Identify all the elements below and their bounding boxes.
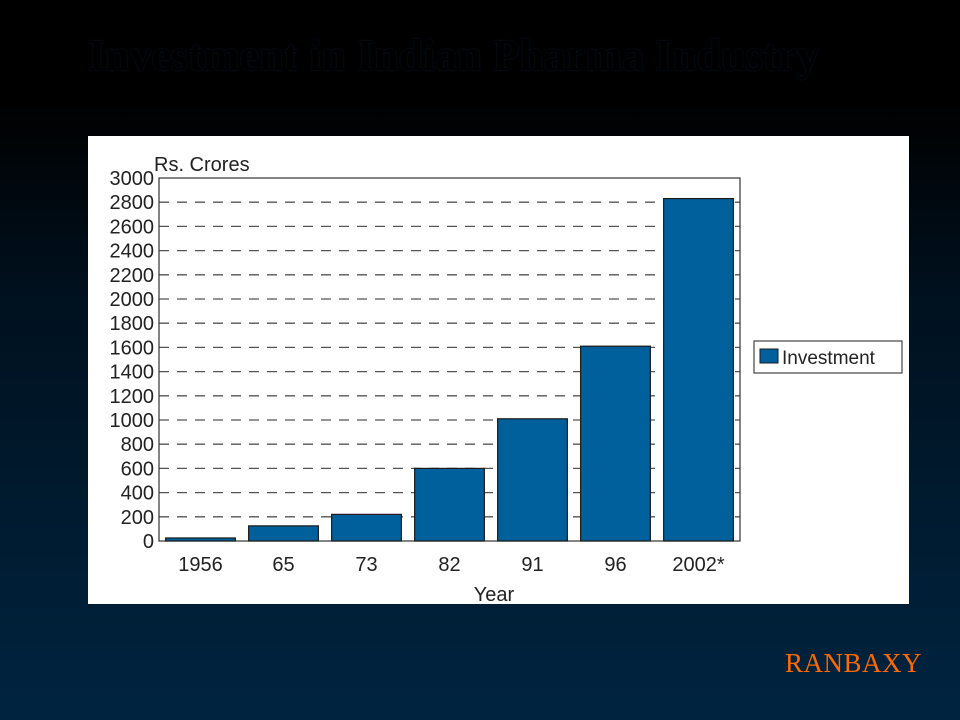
chart-panel: 0 200 400 600 800 1000 1200 1400 1600 1800 2000 220… <box>88 136 909 604</box>
bar-82 <box>414 467 485 542</box>
brand-logo-text: RANBAXY <box>784 648 922 678</box>
y-tick-label: 1600 <box>110 337 155 359</box>
legend-frame <box>753 340 903 374</box>
bar-1956 <box>165 537 236 542</box>
bar-2002* <box>663 197 734 542</box>
x-tick-label: 82 <box>438 554 460 576</box>
x-tick-label: 1956 <box>178 554 223 576</box>
y-tick-label: 0 <box>143 531 154 553</box>
y-tick-label: 3000 <box>110 168 155 190</box>
x-tick-label: 96 <box>604 554 626 576</box>
y-tick-label: 800 <box>121 434 154 456</box>
x-tick-label: 65 <box>272 554 294 576</box>
x-axis-ticks: 1956 65 73 82 91 96 2002* <box>178 554 725 576</box>
y-tick-label: 2200 <box>110 265 155 287</box>
y-tick-label: 400 <box>121 483 154 505</box>
x-tick-label: 91 <box>521 554 543 576</box>
bar-91 <box>497 418 568 542</box>
bar-96 <box>580 345 651 542</box>
y-tick-label: 2000 <box>110 289 155 311</box>
y-tick-label: 2600 <box>110 216 155 238</box>
legend-swatch <box>759 348 779 364</box>
y-tick-label: 600 <box>121 458 154 480</box>
legend: Investment <box>753 340 903 374</box>
slide-title: Investment in Indian Pharma Industry <box>88 31 820 80</box>
y-tick-label: 1000 <box>110 410 155 432</box>
y-tick-label: 1800 <box>110 313 155 335</box>
y-tick-label: 1400 <box>110 362 155 384</box>
bar-73 <box>331 513 402 542</box>
y-tick-label: 200 <box>121 507 154 529</box>
y-tick-label: 2800 <box>110 192 155 214</box>
y-tick-label: 1200 <box>110 386 155 408</box>
bar-65 <box>248 525 319 542</box>
bars <box>165 197 734 542</box>
x-tick-label: 73 <box>355 554 377 576</box>
legend-label: Investment <box>782 348 876 369</box>
x-tick-label: 2002* <box>672 554 724 576</box>
y-axis-label: Rs. Crores <box>154 154 250 176</box>
y-tick-label: 2400 <box>110 241 155 263</box>
x-axis-label: Year <box>474 584 515 604</box>
